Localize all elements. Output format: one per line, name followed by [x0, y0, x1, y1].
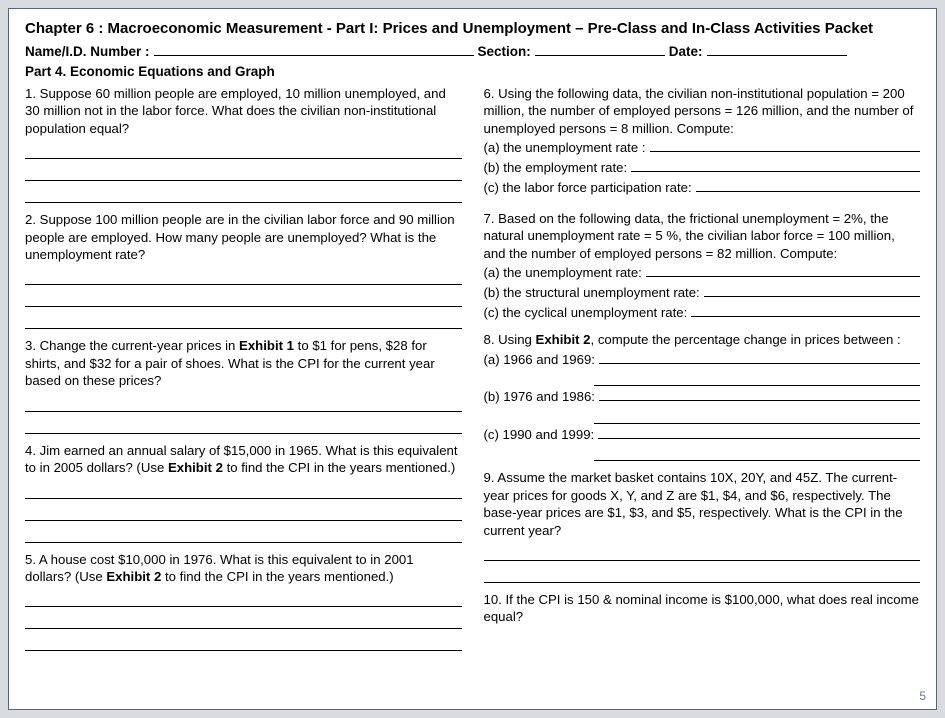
- answer-blank[interactable]: [598, 426, 920, 439]
- answer-blank[interactable]: [25, 527, 462, 543]
- question-6: 6. Using the following data, the civilia…: [484, 85, 921, 196]
- q3-text: 3. Change the current-year prices in Exh…: [25, 337, 462, 389]
- q8s3-label: (c) 1990 and 1999:: [484, 426, 595, 443]
- answer-blank[interactable]: [594, 410, 921, 424]
- answer-blank[interactable]: [25, 396, 462, 412]
- right-column: 6. Using the following data, the civilia…: [484, 85, 921, 659]
- q7-sub-b: (b) the structural unemployment rate:: [484, 284, 921, 302]
- worksheet-page: Chapter 6 : Macroeconomic Measurement - …: [8, 8, 937, 710]
- name-label: Name/I.D. Number :: [25, 43, 150, 61]
- section-label: Section:: [478, 43, 531, 61]
- q7b-label: (b) the structural unemployment rate:: [484, 284, 700, 301]
- q8-exhibit: Exhibit 2: [536, 332, 591, 347]
- question-3: 3. Change the current-year prices in Exh…: [25, 337, 462, 433]
- q7-sub-c: (c) the cyclical unemployment rate:: [484, 304, 921, 322]
- answer-blank[interactable]: [599, 351, 920, 364]
- answer-blank[interactable]: [25, 635, 462, 651]
- left-column: 1. Suppose 60 million people are employe…: [25, 85, 462, 659]
- question-1: 1. Suppose 60 million people are employe…: [25, 85, 462, 203]
- header-row: Name/I.D. Number : Section: Date:: [25, 43, 920, 61]
- part-heading: Part 4. Economic Equations and Graph: [25, 63, 920, 81]
- answer-blank[interactable]: [25, 505, 462, 521]
- q7c-label: (c) the cyclical unemployment rate:: [484, 304, 688, 321]
- answer-blank[interactable]: [594, 372, 921, 386]
- q8-part-a: 8. Using: [484, 332, 536, 347]
- q6-text: 6. Using the following data, the civilia…: [484, 85, 921, 137]
- q10-text: 10. If the CPI is 150 & nominal income i…: [484, 591, 921, 626]
- q5-text: 5. A house cost $10,000 in 1976. What is…: [25, 551, 462, 586]
- q7-text: 7. Based on the following data, the fric…: [484, 210, 921, 262]
- q6-sub-c: (c) the labor force participation rate:: [484, 178, 921, 196]
- q3-exhibit: Exhibit 1: [239, 338, 294, 353]
- answer-blank[interactable]: [25, 613, 462, 629]
- answer-blank[interactable]: [691, 304, 920, 317]
- answer-blank[interactable]: [484, 545, 921, 561]
- q6-sub-b: (b) the employment rate:: [484, 159, 921, 177]
- q8-part-c: , compute the percentage change in price…: [591, 332, 901, 347]
- date-blank[interactable]: [707, 43, 847, 57]
- q4-exhibit: Exhibit 2: [168, 460, 223, 475]
- q8-sub-c: (c) 1990 and 1999:: [484, 426, 921, 444]
- answer-blank[interactable]: [646, 264, 920, 277]
- answer-blank[interactable]: [650, 139, 921, 152]
- q2-text: 2. Suppose 100 million people are in the…: [25, 211, 462, 263]
- q7a-label: (a) the unemployment rate:: [484, 264, 642, 281]
- q7-sub-a: (a) the unemployment rate:: [484, 264, 921, 282]
- q1-text: 1. Suppose 60 million people are employe…: [25, 85, 462, 137]
- q4-part-c: to find the CPI in the years mentioned.): [223, 460, 455, 475]
- two-column-body: 1. Suppose 60 million people are employe…: [25, 85, 920, 659]
- q9-text: 9. Assume the market basket contains 10X…: [484, 469, 921, 539]
- q5-exhibit: Exhibit 2: [106, 569, 161, 584]
- date-label: Date:: [669, 43, 703, 61]
- section-blank[interactable]: [535, 43, 665, 57]
- question-7: 7. Based on the following data, the fric…: [484, 210, 921, 321]
- q3-part-a: 3. Change the current-year prices in: [25, 338, 239, 353]
- answer-blank[interactable]: [25, 418, 462, 434]
- question-5: 5. A house cost $10,000 in 1976. What is…: [25, 551, 462, 652]
- chapter-title: Chapter 6 : Macroeconomic Measurement - …: [25, 19, 920, 39]
- question-9: 9. Assume the market basket contains 10X…: [484, 469, 921, 583]
- question-4: 4. Jim earned an annual salary of $15,00…: [25, 442, 462, 543]
- answer-blank[interactable]: [25, 165, 462, 181]
- answer-blank[interactable]: [25, 187, 462, 203]
- answer-blank[interactable]: [594, 447, 921, 461]
- question-10: 10. If the CPI is 150 & nominal income i…: [484, 591, 921, 626]
- q6c-label: (c) the labor force participation rate:: [484, 179, 692, 196]
- question-8: 8. Using Exhibit 2, compute the percenta…: [484, 331, 921, 461]
- q8-text: 8. Using Exhibit 2, compute the percenta…: [484, 331, 921, 348]
- answer-blank[interactable]: [696, 178, 920, 191]
- q4-text: 4. Jim earned an annual salary of $15,00…: [25, 442, 462, 477]
- answer-blank[interactable]: [25, 269, 462, 285]
- page-number: 5: [919, 689, 926, 705]
- answer-blank[interactable]: [484, 567, 921, 583]
- answer-blank[interactable]: [25, 143, 462, 159]
- q8-sub-a: (a) 1966 and 1969:: [484, 351, 921, 369]
- name-blank[interactable]: [154, 43, 474, 57]
- question-2: 2. Suppose 100 million people are in the…: [25, 211, 462, 329]
- q6b-label: (b) the employment rate:: [484, 159, 628, 176]
- q8-sub-b: (b) 1976 and 1986:: [484, 388, 921, 406]
- q5-part-c: to find the CPI in the years mentioned.): [161, 569, 393, 584]
- answer-blank[interactable]: [25, 313, 462, 329]
- q6a-label: (a) the unemployment rate :: [484, 139, 646, 156]
- answer-blank[interactable]: [25, 591, 462, 607]
- q8s2-label: (b) 1976 and 1986:: [484, 388, 595, 405]
- q6-sub-a: (a) the unemployment rate :: [484, 139, 921, 157]
- answer-blank[interactable]: [704, 284, 920, 297]
- answer-blank[interactable]: [25, 291, 462, 307]
- q8s1-label: (a) 1966 and 1969:: [484, 351, 595, 368]
- answer-blank[interactable]: [631, 159, 920, 172]
- answer-blank[interactable]: [25, 483, 462, 499]
- answer-blank[interactable]: [599, 388, 920, 401]
